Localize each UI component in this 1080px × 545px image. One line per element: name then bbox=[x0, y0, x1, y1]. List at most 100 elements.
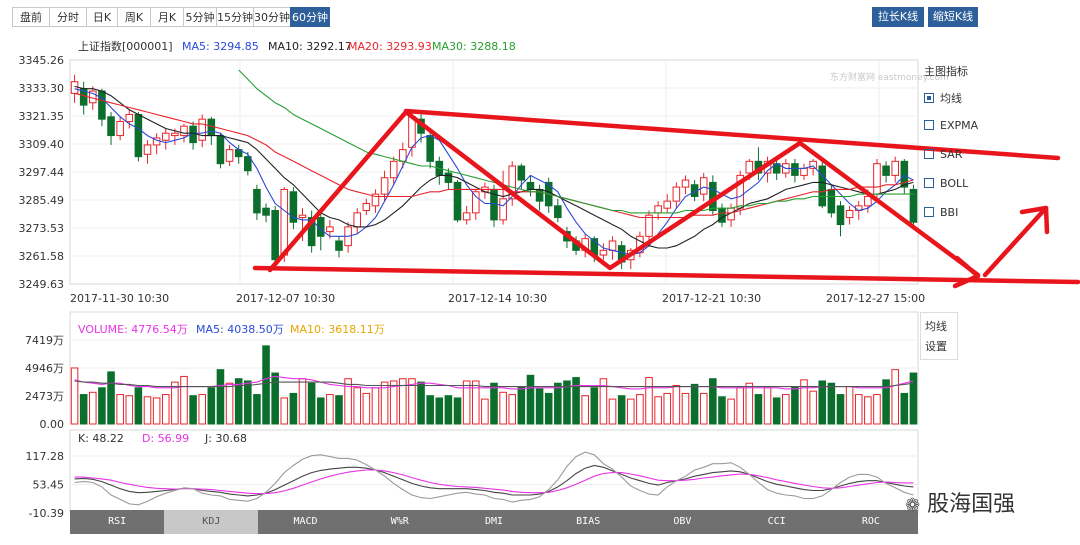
time-tick: 2017-12-21 10:30 bbox=[662, 292, 761, 305]
period-button-7[interactable]: 30分钟 bbox=[253, 7, 291, 27]
volume-bar bbox=[435, 397, 444, 425]
indicator-option-2[interactable]: SAR bbox=[924, 148, 962, 161]
volume-bar bbox=[526, 374, 535, 425]
volume-bar bbox=[225, 382, 234, 425]
volume-bar bbox=[89, 391, 97, 425]
volume-bar bbox=[554, 382, 562, 425]
main-grid bbox=[69, 59, 919, 285]
volume-bar bbox=[745, 382, 754, 425]
volume-ma-lines bbox=[74, 375, 914, 390]
checkbox-icon[interactable] bbox=[924, 178, 934, 188]
checkbox-icon[interactable] bbox=[924, 207, 934, 217]
volume-bar bbox=[371, 387, 380, 425]
price-tick: 3309.40 bbox=[19, 138, 65, 151]
settings-link[interactable]: 设置 bbox=[925, 340, 947, 353]
tab-8[interactable]: ROC bbox=[861, 516, 880, 527]
time-axis: 2017-11-30 10:30 2017-12-07 10:30 2017-12-… bbox=[70, 292, 925, 305]
volume-bar bbox=[326, 394, 334, 425]
price-tick: 3273.53 bbox=[19, 222, 65, 235]
volume-bar bbox=[180, 375, 188, 425]
shrink-k-button[interactable]: 缩短K线 bbox=[928, 7, 978, 27]
candle bbox=[389, 156, 398, 185]
tab-0[interactable]: RSI bbox=[108, 516, 127, 527]
volume-tick: 4946万 bbox=[25, 362, 64, 375]
tab-1[interactable]: KDJ bbox=[164, 510, 259, 534]
volume-bar bbox=[800, 379, 808, 425]
stretch-k-button[interactable]: 拉长K线 bbox=[872, 7, 924, 27]
candle bbox=[809, 158, 817, 176]
annotation-arrow-up-shaft bbox=[982, 205, 1049, 278]
ma-setting-link[interactable]: 均线 bbox=[925, 320, 947, 333]
eastmoney-logo: 东方财富网 eastmoney.com bbox=[830, 71, 949, 83]
volume-settings-box: 均线 设置 bbox=[920, 312, 958, 360]
indicator-panel-title: 主图指标 bbox=[924, 65, 968, 78]
candle bbox=[79, 81, 88, 115]
volume-bar bbox=[481, 398, 489, 425]
period-button-2[interactable]: 日K bbox=[86, 7, 118, 27]
kdj-tick: 53.45 bbox=[33, 479, 65, 492]
volume-bar bbox=[453, 397, 462, 425]
candle bbox=[307, 210, 316, 253]
candle bbox=[326, 219, 334, 239]
indicator-option-4[interactable]: BBI bbox=[924, 206, 958, 219]
volume-bar bbox=[608, 398, 617, 425]
candle bbox=[70, 74, 79, 103]
volume-bar bbox=[499, 391, 507, 425]
candle bbox=[262, 203, 270, 223]
volume-bar bbox=[508, 394, 517, 425]
candle bbox=[663, 194, 672, 213]
volume-bar bbox=[198, 394, 206, 425]
candle bbox=[271, 205, 279, 267]
volume-bar bbox=[563, 380, 571, 425]
time-tick: 2017-12-07 10:30 bbox=[236, 292, 335, 305]
legend-ma30: MA30: 3288.18 bbox=[432, 40, 516, 53]
candle bbox=[900, 158, 909, 195]
volume-bar bbox=[873, 394, 881, 425]
period-button-1[interactable]: 分时 bbox=[49, 7, 87, 27]
checkbox-icon[interactable] bbox=[924, 93, 934, 103]
volume-tick: 7419万 bbox=[25, 334, 64, 347]
period-button-8[interactable]: 60分钟 bbox=[290, 7, 330, 27]
volume-bar bbox=[599, 378, 608, 425]
volume-bar bbox=[626, 398, 635, 425]
indicator-option-3[interactable]: BOLL bbox=[924, 177, 968, 190]
candle bbox=[599, 243, 608, 260]
kdj-lines bbox=[74, 451, 914, 506]
tab-6[interactable]: OBV bbox=[673, 516, 692, 527]
volume-bar bbox=[900, 392, 909, 425]
candle bbox=[344, 222, 352, 253]
checkbox-icon[interactable] bbox=[924, 120, 934, 130]
price-tick: 3345.26 bbox=[19, 54, 65, 67]
wechat-icon: ❁ bbox=[905, 495, 921, 516]
candle bbox=[244, 151, 252, 176]
tab-7[interactable]: CCI bbox=[767, 516, 786, 527]
volume-bar bbox=[298, 378, 307, 425]
volume-bar bbox=[471, 380, 480, 425]
volume-bar bbox=[353, 387, 362, 425]
period-button-4[interactable]: 月K bbox=[150, 7, 184, 27]
tab-3[interactable]: W%R bbox=[390, 516, 409, 527]
tab-5[interactable]: BIAS bbox=[576, 516, 601, 527]
period-button-5[interactable]: 5分钟 bbox=[183, 7, 217, 27]
tab-4[interactable]: DMI bbox=[484, 516, 504, 527]
indicator-option-label: BOLL bbox=[940, 177, 969, 190]
indicator-option-1[interactable]: EXPMA bbox=[924, 119, 978, 132]
indicator-option-0[interactable]: 均线 bbox=[924, 90, 962, 106]
candle bbox=[791, 158, 799, 183]
volume-bar bbox=[79, 394, 88, 425]
volume-bar bbox=[891, 369, 899, 425]
candle bbox=[216, 133, 225, 169]
candle bbox=[909, 184, 918, 230]
price-tick: 3285.49 bbox=[19, 194, 65, 207]
candle bbox=[718, 203, 726, 227]
volume-bar bbox=[882, 379, 890, 425]
candle bbox=[353, 208, 362, 234]
tab-2[interactable]: MACD bbox=[293, 516, 318, 527]
candle bbox=[727, 203, 735, 227]
checkbox-icon[interactable] bbox=[924, 149, 934, 159]
indicator-option-label: 均线 bbox=[940, 92, 962, 105]
candle bbox=[471, 189, 480, 220]
candle bbox=[617, 240, 626, 270]
candle bbox=[225, 144, 234, 167]
ma-line-ma10 bbox=[74, 85, 914, 249]
